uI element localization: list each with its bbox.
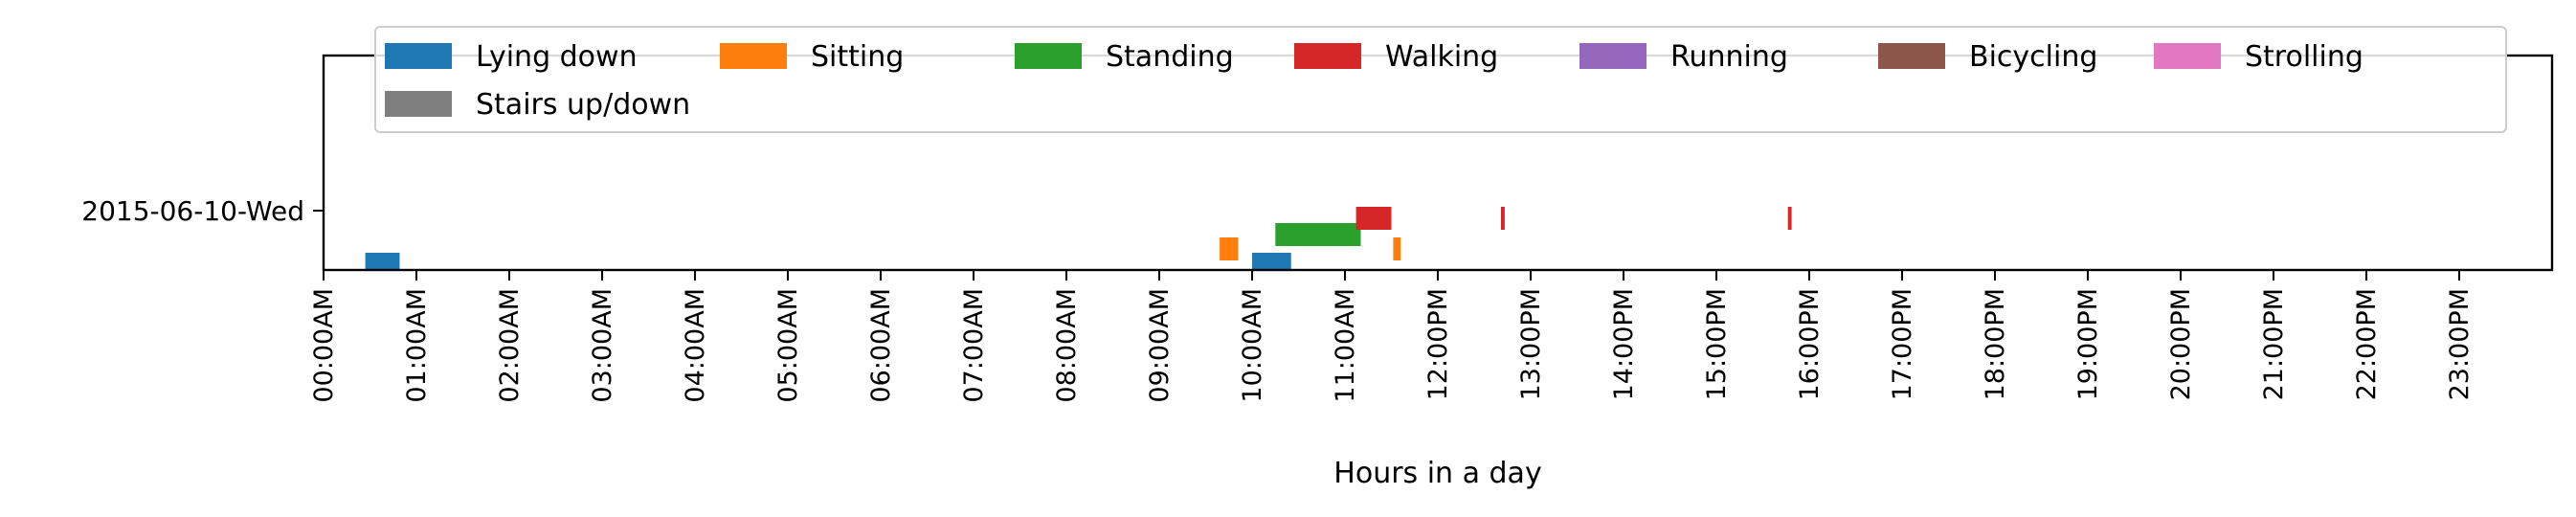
legend-swatch-stairs-up-down	[385, 91, 452, 117]
x-tick-label: 05:00AM	[773, 288, 803, 403]
bar-walking-1	[1501, 207, 1505, 230]
legend-label-walking: Walking	[1385, 40, 1498, 74]
x-tick-label: 07:00AM	[959, 288, 989, 403]
legend-label-strolling: Strolling	[2245, 40, 2363, 74]
legend-label-bicycling: Bicycling	[1969, 40, 2097, 74]
legend-swatch-walking	[1294, 43, 1361, 69]
x-tick-label: 04:00AM	[681, 288, 710, 403]
x-tick-label: 18:00PM	[1981, 288, 2010, 400]
legend-box	[374, 26, 2507, 133]
legend-label-running: Running	[1670, 40, 1788, 74]
x-axis: 00:00AM 01:00AM 02:00AM 03:00AM 04:00AM 05:00…	[309, 270, 2475, 403]
x-tick-label: 11:00AM	[1331, 288, 1360, 403]
x-tick-label: 16:00PM	[1795, 288, 1825, 400]
legend-swatch-strolling	[2154, 43, 2221, 69]
x-tick-label: 20:00PM	[2166, 288, 2196, 400]
x-tick-label: 23:00PM	[2445, 288, 2475, 400]
x-tick-label: 01:00AM	[402, 288, 432, 403]
x-tick-label: 21:00PM	[2259, 288, 2289, 400]
x-tick-label: 09:00AM	[1145, 288, 1175, 403]
x-tick-label: 10:00AM	[1238, 288, 1267, 403]
x-tick-label: 00:00AM	[309, 288, 339, 403]
activity-bars	[365, 207, 1792, 270]
x-tick-label: 06:00AM	[866, 288, 896, 403]
legend-label-standing: Standing	[1106, 40, 1234, 74]
bar-sitting-0	[1220, 237, 1239, 260]
legend-swatch-running	[1579, 43, 1646, 69]
x-tick-label: 02:00AM	[495, 288, 525, 403]
bar-standing-0	[1275, 223, 1361, 246]
bar-lying-down-1	[1252, 253, 1291, 270]
x-tick-label: 17:00PM	[1888, 288, 1917, 400]
legend-swatch-sitting	[720, 43, 787, 69]
legend: Lying down Sitting Standing Walking Running B…	[374, 26, 2507, 133]
x-tick-label: 08:00AM	[1052, 288, 1082, 403]
bar-lying-down-0	[365, 253, 400, 270]
x-axis-label: Hours in a day	[1333, 457, 1541, 490]
legend-label-sitting: Sitting	[811, 40, 904, 74]
legend-swatch-lying-down	[385, 43, 452, 69]
legend-label-lying-down: Lying down	[476, 40, 638, 74]
x-tick-label: 14:00PM	[1609, 288, 1639, 400]
bar-walking-2	[1787, 207, 1792, 230]
y-axis: 2015-06-10-Wed	[81, 195, 324, 227]
x-tick-label: 22:00PM	[2352, 288, 2382, 400]
x-tick-label: 15:00PM	[1702, 288, 1732, 400]
legend-swatch-standing	[1015, 43, 1082, 69]
x-tick-label: 03:00AM	[588, 288, 617, 403]
bar-sitting-1	[1393, 237, 1401, 260]
x-tick-label: 12:00PM	[1423, 288, 1453, 400]
legend-label-stairs-up-down: Stairs up/down	[476, 88, 690, 122]
x-tick-label: 13:00PM	[1516, 288, 1546, 400]
y-tick-label: 2015-06-10-Wed	[81, 195, 304, 227]
x-tick-label: 19:00PM	[2073, 288, 2103, 400]
legend-swatch-bicycling	[1878, 43, 1945, 69]
bar-walking-0	[1355, 207, 1392, 230]
